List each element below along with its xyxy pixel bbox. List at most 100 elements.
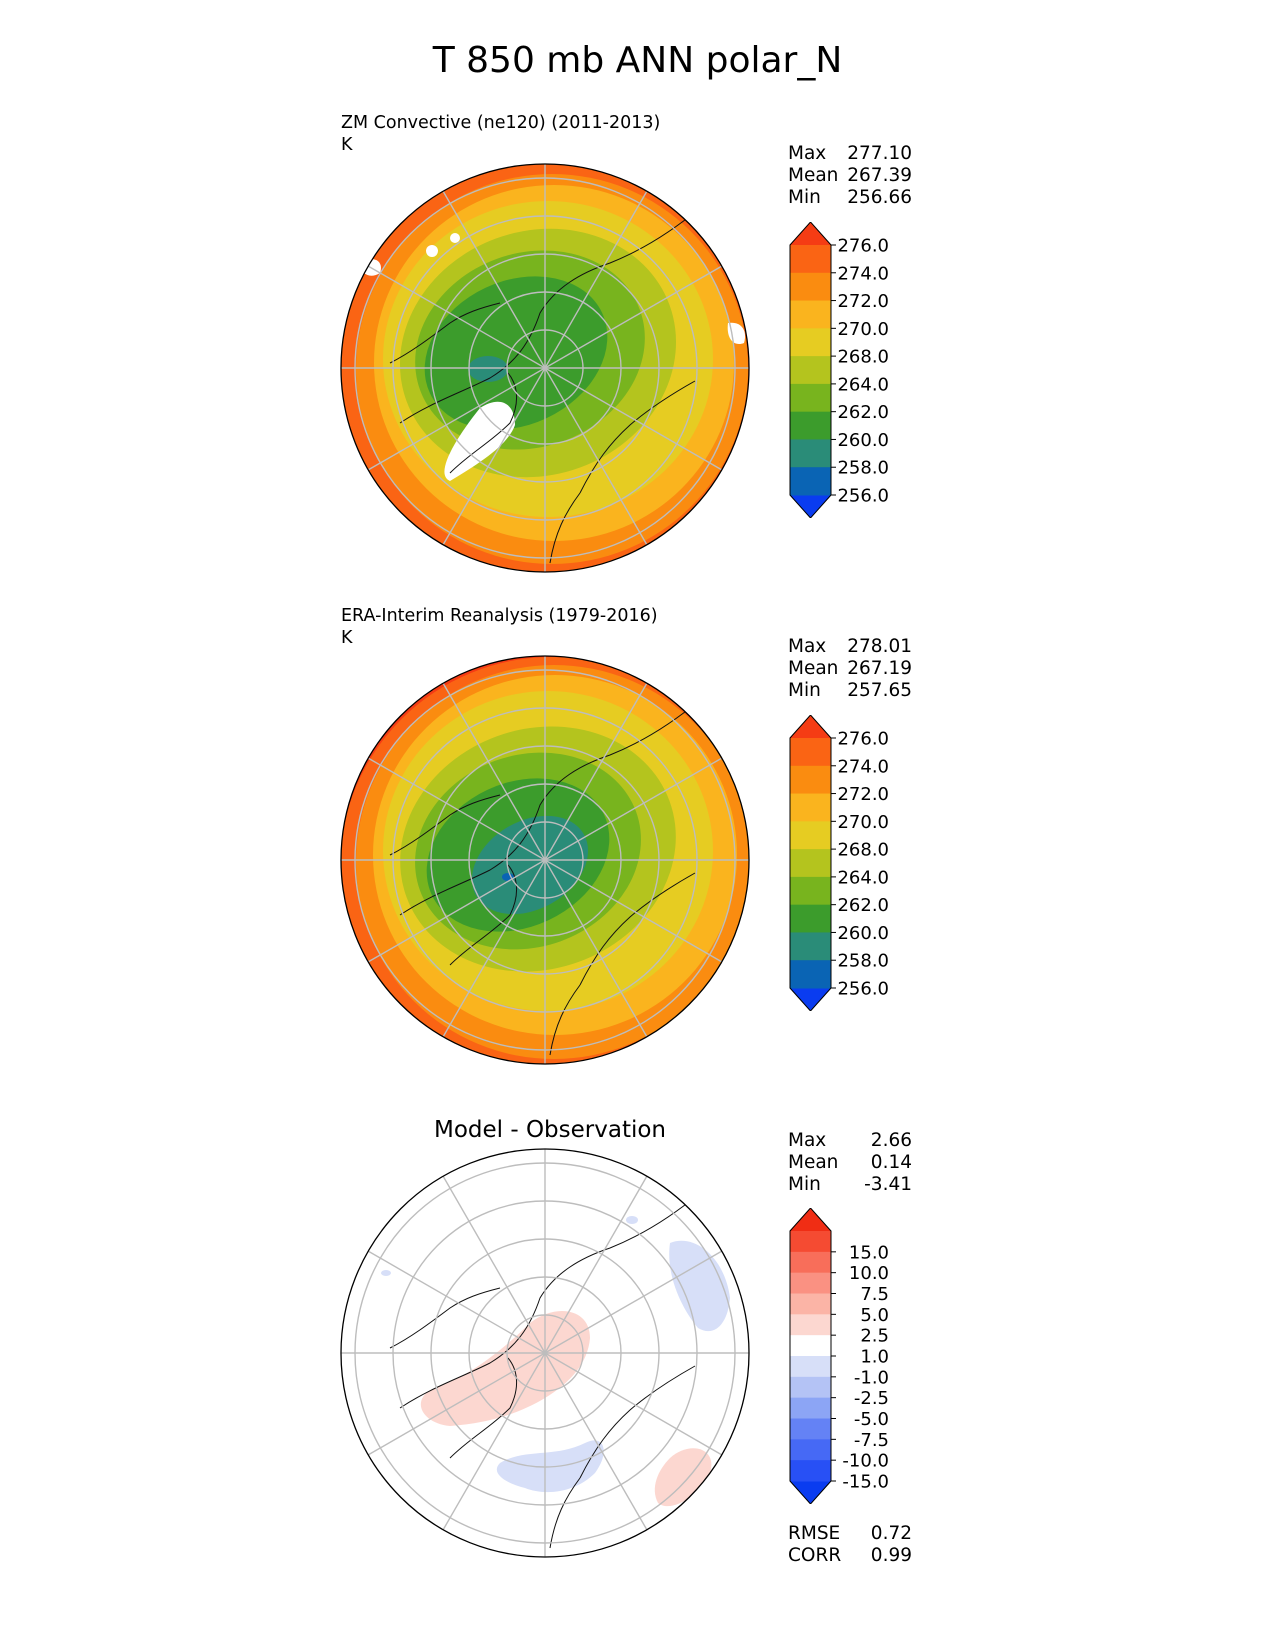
stat-value: 278.01 [847,636,912,657]
colorbar-swatch [790,1439,831,1461]
colorbar-tick-label: 260.0 [837,430,889,451]
stat-value: 257.65 [847,680,912,701]
colorbar-tick-label: 264.0 [837,867,889,888]
stat-value: -3.41 [864,1174,912,1195]
colorbar-tick-label: -5.0 [854,1409,889,1430]
colorbar-extend-max [790,1208,831,1231]
colorbar-tick-label: -7.5 [854,1430,889,1451]
colorbar-swatch [790,1376,831,1399]
panel-2-polar-map [340,655,750,1065]
panel-1-units: K [341,135,353,155]
colorbar-swatch [790,1251,831,1274]
stat-label: Mean [788,658,839,679]
panel-3-error-stats: RMSE 0.72 CORR 0.99 [788,1523,912,1567]
colorbar-extend-min [790,1481,831,1504]
colorbar-extend-max [790,715,831,738]
colorbar-swatch [790,1418,831,1440]
stat-label: Min [788,187,821,208]
stat-label: Max [788,636,827,657]
stat-value: 0.99 [870,1545,912,1566]
colorbar-tick-label: -2.5 [854,1388,889,1409]
colorbar-tick-label: 258.0 [837,458,889,479]
colorbar-tick-label: 5.0 [860,1305,889,1326]
colorbar-tick-label: 262.0 [837,895,889,916]
colorbar-tick-label: 2.5 [860,1326,889,1347]
colorbar-tick-label: 258.0 [837,951,889,972]
stat-label: Min [788,1174,821,1195]
colorbar-extend-min [790,988,831,1011]
colorbar-tick-label: 256.0 [837,486,889,507]
colorbar-swatch [790,300,831,329]
colorbar-swatch [790,272,831,302]
colorbar-swatch [790,793,831,822]
panel-2-units: K [341,628,353,648]
colorbar-tick-label: 264.0 [837,374,889,395]
colorbar-swatch [790,467,831,496]
colorbar-swatch [790,1314,831,1336]
stat-label: Max [788,1130,827,1151]
colorbar-swatch [790,439,831,468]
stat-value: 0.14 [870,1152,912,1173]
stat-label: Max [788,143,827,164]
colorbar-swatch [790,849,831,878]
stat-value: 0.72 [870,1523,912,1544]
panel-2-stats: Max 278.01 Mean 267.19 Min 257.65 [788,636,912,702]
colorbar-tick-label: 276.0 [837,729,889,750]
colorbar-swatch [790,356,831,385]
colorbar-swatch [790,904,831,933]
colorbar-tick-label: 270.0 [837,319,889,340]
colorbar-tick-label: 268.0 [837,347,889,368]
colorbar-swatch [790,765,831,795]
stat-label: Mean [788,165,839,186]
colorbar-swatch [790,821,831,850]
stat-value: 256.66 [847,187,912,208]
colorbar-tick-label: 7.5 [860,1284,889,1305]
colorbar-swatch [790,245,831,274]
colorbar-swatch [790,383,831,413]
colorbar-tick-label: 276.0 [837,236,889,257]
panel-3-polar-map [340,1148,750,1558]
colorbar-swatch [790,932,831,961]
colorbar-tick-label: 272.0 [837,291,889,312]
colorbar-swatch [790,876,831,906]
colorbar-tick-label: 274.0 [837,263,889,284]
colorbar-tick-label: 15.0 [849,1242,889,1263]
panel-2-title: ERA-Interim Reanalysis (1979-2016) [341,606,658,626]
colorbar-extend-max [790,222,831,245]
colorbar-tick-label: 10.0 [849,1263,889,1284]
colorbar-swatch [790,1272,831,1294]
colorbar-tick-label: 260.0 [837,923,889,944]
colorbar-swatch [790,960,831,989]
panel-3-stats: Max 2.66 Mean 0.14 Min -3.41 [788,1130,912,1196]
stat-value: 2.66 [870,1130,912,1151]
stat-label: CORR [788,1545,842,1566]
stat-value: 267.19 [847,658,912,679]
colorbar-tick-label: -1.0 [854,1367,889,1388]
stat-value: 277.10 [847,143,912,164]
panel-3-colorbar: -15.0-10.0-7.5-5.0-2.5-1.01.02.55.07.510… [789,1208,889,1504]
colorbar-swatch [790,411,831,440]
colorbar-tick-label: 270.0 [837,812,889,833]
colorbar-tick-label: -15.0 [842,1472,889,1493]
colorbar-tick-label: 256.0 [837,979,889,1000]
colorbar-tick-label: 1.0 [860,1347,889,1368]
colorbar-swatch [790,1356,831,1378]
panel-1-stats: Max 277.10 Mean 267.39 Min 256.66 [788,143,912,209]
panel-1-colorbar: 256.0 258.0 260.0 262.0 264.0 268.0 270.0 272.0… [789,222,889,518]
colorbar-extend-min [790,495,831,518]
colorbar-tick-label: 274.0 [837,756,889,777]
colorbar-swatch [790,328,831,357]
colorbar-swatch [790,738,831,767]
colorbar-tick-label: 262.0 [837,402,889,423]
panel-1-title: ZM Convective (ne120) (2011-2013) [341,113,661,133]
panel-3-title: Model - Observation [433,1117,667,1143]
panel-2-colorbar: 256.0 258.0 260.0 262.0 264.0 268.0 270.0 272.0… [789,715,889,1011]
colorbar-swatch [790,1397,831,1419]
stat-label: RMSE [788,1523,841,1544]
colorbar-swatch [790,1293,831,1315]
stat-label: Mean [788,1152,839,1173]
colorbar-swatch [790,1335,831,1357]
colorbar-tick-label: -10.0 [842,1451,889,1472]
colorbar-swatch [790,1231,831,1253]
colorbar-tick-label: 272.0 [837,784,889,805]
